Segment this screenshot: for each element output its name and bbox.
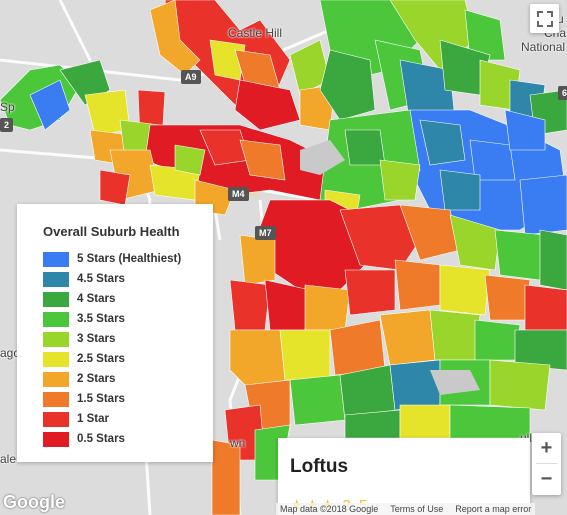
legend-item: 4.5 Stars [43,269,213,289]
legend-swatch [43,271,69,287]
suburb-name: Loftus [290,456,349,477]
google-logo[interactable]: Google [3,492,65,512]
legend-swatch [43,351,69,367]
road-shield-m4: M4 [228,187,249,201]
legend-item: 3.5 Stars [43,309,213,329]
zoom-out-button[interactable]: − [540,467,553,490]
zoom-in-button[interactable]: + [540,436,553,459]
fullscreen-icon [536,10,553,27]
road-shield-a9: A9 [181,70,201,84]
map-attribution: Map data ©2018 Google Terms of Use Repor… [276,503,536,515]
legend-label: 1.5 Stars [77,393,125,405]
legend-swatch [43,331,69,347]
legend-swatch [43,311,69,327]
place-label-ago: ago [0,346,21,360]
zoom-control: + − [532,433,561,495]
place-label-wn: wn [230,436,246,450]
place-label-ale: ale [0,452,17,466]
legend-label: 3.5 Stars [77,313,125,325]
road-shield-m7: M7 [255,226,276,240]
legend-item: 2 Stars [43,369,213,389]
legend-label: 2 Stars [77,373,116,385]
report-error-link[interactable]: Report a map error [455,504,532,514]
legend-title: Overall Suburb Health [43,224,180,239]
legend-label: 1 Star [77,413,109,425]
suburb-info-card: Loftus ★★★ 3.5 [278,438,530,515]
place-label-national: National [521,40,566,54]
legend-item: 1.5 Stars [43,389,213,409]
legend-label: 4 Stars [77,293,116,305]
place-label-castle-hill: Castle Hill [228,26,283,40]
legend-swatch [43,391,69,407]
legend-item: 3 Stars [43,329,213,349]
fullscreen-button[interactable] [530,4,559,33]
legend-item: 5 Stars (Healthiest) [43,249,213,269]
legend-label: 2.5 Stars [77,353,125,365]
legend-swatch [43,291,69,307]
zoom-separator [536,463,557,464]
legend-swatch [43,371,69,387]
legend-swatch [43,431,69,447]
legend-item: 1 Star [43,409,213,429]
terms-link[interactable]: Terms of Use [390,504,444,514]
map-data-credit: Map data ©2018 Google [280,504,379,514]
legend-swatch [43,411,69,427]
legend-label: 3 Stars [77,333,116,345]
legend-label: 5 Stars (Healthiest) [77,253,182,265]
legend-swatch [43,251,69,267]
legend-label: 4.5 Stars [77,273,125,285]
legend-item: 0.5 Stars [43,429,213,449]
map-legend: Overall Suburb Health 5 Stars (Healthies… [17,204,213,462]
place-label-sp: Sp [0,100,15,114]
road-shield-2: 2 [0,118,14,132]
legend-label: 0.5 Stars [77,433,125,445]
legend-item: 4 Stars [43,289,213,309]
road-shield-6: 6 [558,86,567,100]
legend-item: 2.5 Stars [43,349,213,369]
